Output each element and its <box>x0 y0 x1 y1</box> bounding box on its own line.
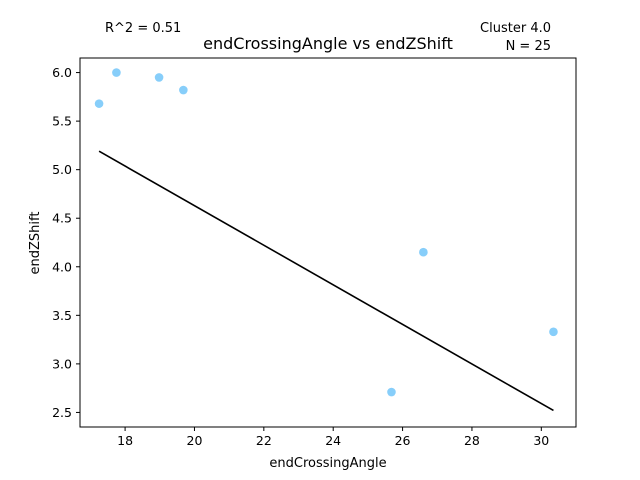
y-tick-label: 4.0 <box>52 259 72 274</box>
regression-line-layer <box>98 150 554 412</box>
data-point <box>549 327 558 337</box>
y-tick-label: 2.5 <box>52 405 72 420</box>
y-tick-label: 5.0 <box>52 162 72 177</box>
data-point <box>387 387 396 397</box>
regression-line <box>98 150 554 412</box>
x-tick-label: 30 <box>533 433 549 448</box>
y-tick-label: 3.0 <box>52 356 72 371</box>
data-point <box>154 73 164 82</box>
y-tick-label: 4.5 <box>52 211 72 226</box>
x-tick-label: 20 <box>187 433 203 448</box>
chart-title: endCrossingAngle vs endZShift <box>203 34 453 53</box>
data-point <box>94 99 104 108</box>
data-point <box>179 85 188 95</box>
x-tick-label: 22 <box>256 433 272 448</box>
y-tick-label: 6.0 <box>52 65 72 80</box>
r-squared-annotation: R^2 = 0.51 <box>105 21 181 36</box>
x-axis-ticks: 18 20 22 24 26 28 30 <box>117 427 549 448</box>
y-tick-label: 5.5 <box>52 114 72 129</box>
x-tick-label: 28 <box>464 433 480 448</box>
data-point <box>112 68 121 77</box>
x-tick-label: 18 <box>117 433 133 448</box>
y-axis-ticks: 2.5 3.0 3.5 4.0 4.5 5.0 5.5 6.0 <box>52 65 80 420</box>
plot-area <box>79 57 577 428</box>
data-point <box>419 247 428 257</box>
data-points-layer <box>94 68 558 397</box>
cluster-annotation: Cluster 4.0 <box>480 21 551 36</box>
n-annotation: N = 25 <box>506 39 551 54</box>
x-tick-label: 26 <box>395 433 411 448</box>
x-tick-label: 24 <box>325 433 341 448</box>
y-axis-label: endZShift <box>28 212 43 275</box>
y-tick-label: 3.5 <box>52 308 72 323</box>
x-axis-label: endCrossingAngle <box>269 456 386 471</box>
